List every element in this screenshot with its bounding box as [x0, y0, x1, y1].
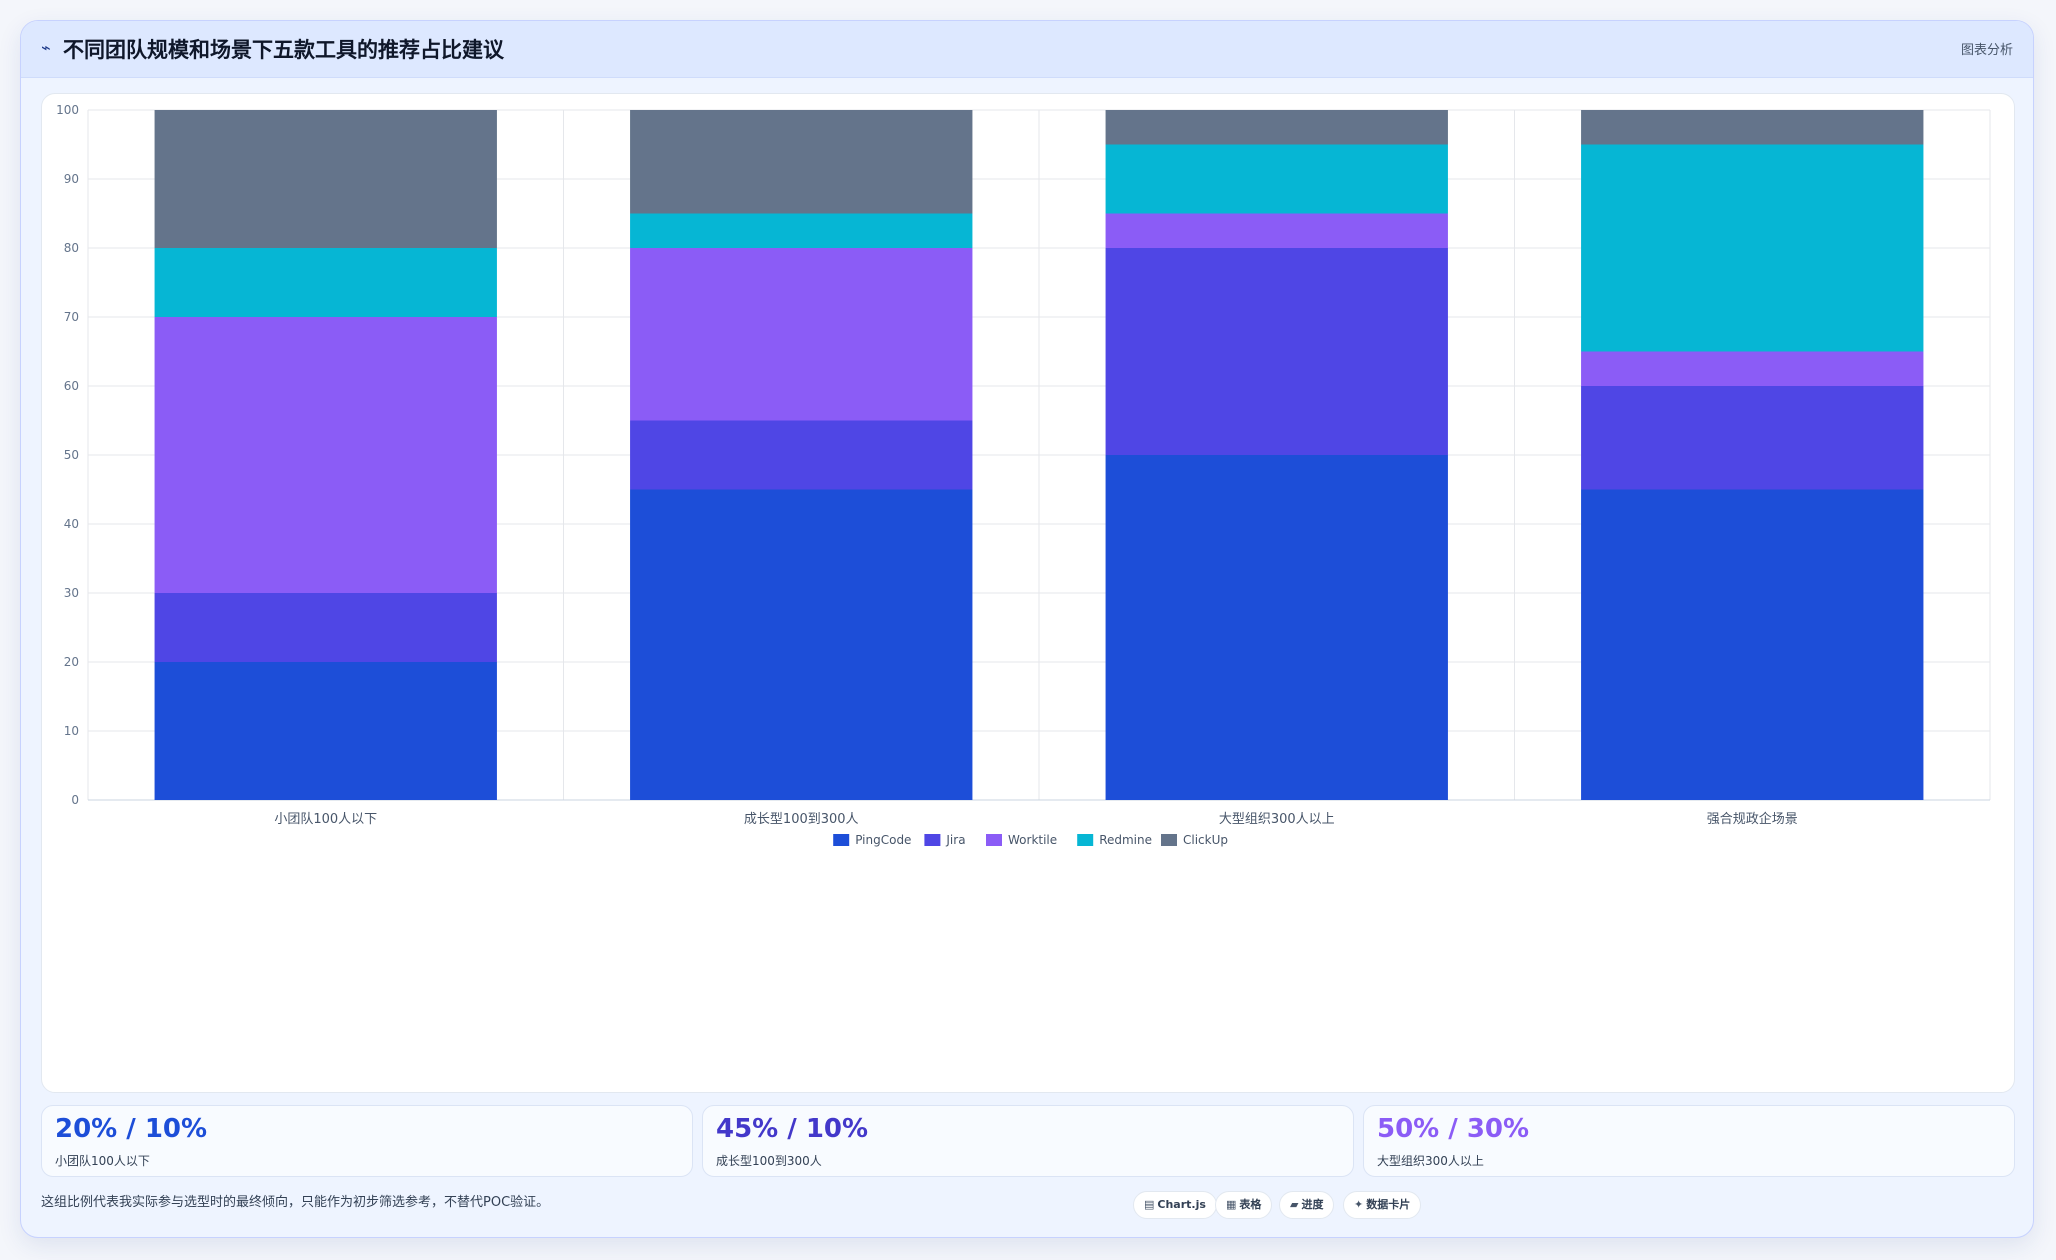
card-title: 不同团队规模和场景下五款工具的推荐占比建议: [63, 38, 504, 62]
y-tick-label: 0: [71, 793, 79, 807]
legend-swatch-clickup: [1161, 834, 1177, 846]
stat-value: 50% / 30%: [1377, 1114, 1530, 1144]
stat-card-small-team: 20% / 10% 小团队100人以下: [41, 1105, 693, 1177]
x-tick-label: 强合规政企场景: [1707, 811, 1798, 827]
bar-segment-redmine: [154, 248, 497, 317]
chart-analysis-tag: 图表分析: [1960, 43, 2013, 58]
bar-segment-clickup: [154, 110, 497, 248]
x-tick-label: 大型组织300人以上: [1219, 812, 1335, 827]
stat-label: 大型组织300人以上: [1377, 1154, 1484, 1168]
y-tick-label: 60: [64, 379, 79, 393]
bar-segment-pingcode: [1581, 489, 1924, 800]
bar-segment-jira: [630, 420, 973, 490]
bar-segment-pingcode: [630, 489, 973, 800]
y-tick-label: 70: [64, 310, 79, 324]
bar-segment-worktile: [1105, 213, 1448, 248]
legend-label-jira: Jira: [945, 833, 965, 847]
x-tick-label: 小团队100人以下: [274, 812, 377, 827]
chip-data-card[interactable]: ✦ 数据卡片: [1343, 1191, 1422, 1219]
bar-segment-jira: [1105, 248, 1448, 455]
chart-panel: 0 10 20 30 40 50 60 70 80 90 100 小团队100人以下 成长型100到30…: [41, 93, 2015, 1093]
legend-swatch-jira: [924, 834, 941, 846]
stat-value: 45% / 10%: [716, 1114, 869, 1144]
chip-chartjs[interactable]: ▤ Chart.js: [1133, 1191, 1217, 1219]
legend-label-pingcode: PingCode: [855, 833, 911, 847]
x-tick-label: 成长型100到300人: [744, 812, 859, 827]
bar-segment-redmine: [1105, 144, 1448, 214]
bar-segment-jira: [154, 593, 497, 662]
y-tick-label: 50: [64, 448, 79, 462]
legend-swatch-pingcode: [833, 834, 850, 846]
chart-icon: ▤: [1144, 1198, 1155, 1211]
chart-card: ⌁ 不同团队规模和场景下五款工具的推荐占比建议 图表分析 0 10 20 30 40 50…: [20, 20, 2034, 1238]
chip-progress[interactable]: ▰ 进度: [1279, 1191, 1335, 1219]
legend-swatch-worktile: [986, 834, 1002, 846]
bar-segment-clickup: [1105, 110, 1448, 145]
progress-icon: ▰: [1290, 1198, 1299, 1211]
stat-label: 小团队100人以下: [55, 1154, 150, 1168]
y-tick-label: 80: [64, 241, 79, 255]
legend-label-worktile: Worktile: [1008, 833, 1057, 847]
legend-label-redmine: Redmine: [1099, 833, 1152, 847]
footnote: 这组比例代表我实际参与选型时的最终倾向，只能作为初步筛选参考，不替代POC验证。: [41, 1195, 550, 1210]
y-tick-label: 20: [64, 655, 79, 669]
y-tick-label: 100: [56, 103, 79, 117]
bar-segment-redmine: [1581, 144, 1924, 352]
trend-icon: ⌁: [41, 38, 51, 57]
y-tick-label: 40: [64, 517, 79, 531]
bar-segment-worktile: [1581, 351, 1924, 386]
bar-segment-worktile: [154, 317, 497, 593]
stat-label: 成长型100到300人: [716, 1154, 822, 1168]
stat-card-growth-team: 45% / 10% 成长型100到300人: [702, 1105, 1354, 1177]
card-header: ⌁ 不同团队规模和场景下五款工具的推荐占比建议 图表分析: [21, 21, 2033, 78]
y-tick-label: 90: [64, 172, 79, 186]
chip-table[interactable]: ▦ 表格: [1215, 1191, 1273, 1219]
bar-segment-redmine: [630, 213, 973, 248]
y-tick-label: 30: [64, 586, 79, 600]
bar-segment-pingcode: [1105, 455, 1448, 800]
legend-swatch-redmine: [1077, 834, 1094, 846]
stat-value: 20% / 10%: [55, 1114, 208, 1144]
bar-segment-clickup: [630, 110, 973, 214]
bar-segment-clickup: [1581, 110, 1924, 145]
stacked-bar-chart: 0 10 20 30 40 50 60 70 80 90 100 小团队100人以下 成长型100到30…: [56, 103, 1991, 847]
stat-card-large-org: 50% / 30% 大型组织300人以上: [1363, 1105, 2015, 1177]
bar-segment-pingcode: [154, 662, 497, 800]
legend-label-clickup: ClickUp: [1183, 833, 1228, 847]
y-tick-label: 10: [64, 724, 79, 738]
bar-segment-jira: [1581, 386, 1924, 490]
sparkle-icon: ✦: [1354, 1198, 1364, 1211]
bar-segment-worktile: [630, 248, 973, 421]
table-icon: ▦: [1226, 1198, 1237, 1211]
